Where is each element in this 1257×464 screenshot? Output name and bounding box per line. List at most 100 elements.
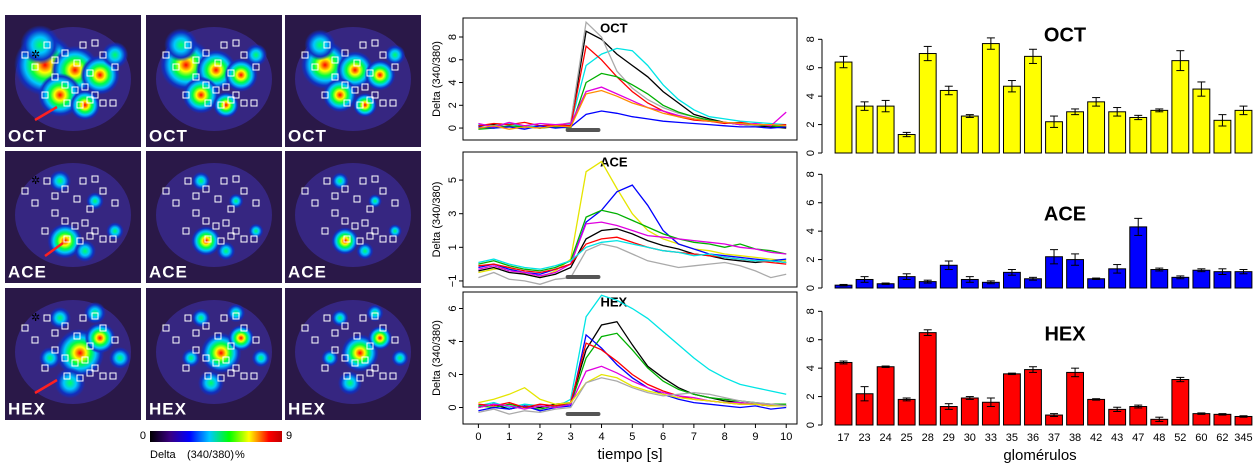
bar [1108,111,1127,154]
activity-spot [182,76,220,114]
x-tick-label: 2 [537,431,543,443]
trace [478,342,787,409]
y-tick-label: 4 [805,365,817,371]
error-bar [860,276,869,283]
glomerulus-marker [232,91,240,99]
error-bar [1007,372,1016,376]
glomerulus-marker [63,372,71,380]
y-tick-label: 6 [447,305,459,311]
image-panel: HEX [285,288,421,420]
glomerulus-marker [366,342,374,350]
bar [876,366,895,426]
panel-glow [156,163,272,267]
glomerulus-marker [331,73,339,81]
glomerulus-marker [353,59,361,67]
panel-label: ACE [288,262,327,281]
glomerulus-marker [222,356,230,364]
panel-label: HEX [288,399,326,418]
glomerulus-marker [343,235,351,243]
glomerulus-marker [81,356,89,364]
bar [1192,269,1211,289]
plot-frame [462,17,798,141]
colorbar-min: 0 [140,430,146,442]
x-tick-label: 4 [598,431,604,443]
glomerulus-marker [99,51,107,59]
glomerulus-marker [192,56,200,64]
glomerulus-marker [331,346,339,354]
image-panel: ACE [146,151,282,283]
activity-spot [191,226,221,256]
arrow [34,378,58,395]
glomerulus-marker [311,63,319,71]
glomerulus-marker [81,219,89,227]
glomerulus-marker [61,354,69,362]
trace [478,320,787,410]
error-bar [839,360,848,365]
panel-label: ACE [149,262,188,281]
trace [478,221,787,277]
glomerulus-marker [73,332,81,340]
trace [478,209,787,272]
activity-spot [322,77,358,113]
error-bar [860,386,869,402]
activity-spot [364,59,396,91]
error-bar [1197,412,1206,415]
glomerulus-marker [51,346,59,354]
activity-spot [388,224,402,238]
plot-frame [462,151,798,288]
x-tick-label: 60 [1195,432,1207,444]
trace [478,228,787,279]
error-bar [1155,108,1164,113]
glomerulus-marker [99,187,107,195]
chart-title: HEX [600,294,627,309]
error-bar [1113,107,1122,117]
activity-spot [101,41,129,69]
error-bar [1113,264,1122,274]
glomerulus-marker [240,235,248,243]
glomerulus-marker [63,99,71,107]
glomerulus-marker [162,51,170,59]
activity-spot [84,322,116,354]
glomerulus-marker [391,199,399,207]
x-tick-label: 33 [985,432,997,444]
glomerulus-marker [371,312,379,320]
error-bar [839,283,848,287]
y-tick-label: 3 [447,211,459,217]
glomerulus-marker [41,364,49,372]
error-bar [1218,413,1227,416]
glomerulus-marker [371,91,379,99]
glomerulus-marker [227,369,235,377]
image-panel: OCT [146,15,282,147]
bar [1213,413,1232,426]
glomerulus-marker [356,374,364,382]
glomerulus-marker [109,235,117,243]
error-bar [1113,406,1122,412]
glomerulus-marker [204,99,212,107]
y-tick-label: 4 [805,93,817,99]
glomerulus-marker [240,99,248,107]
glomerulus-marker [51,209,59,217]
glomerulus-marker [73,195,81,203]
glomerulus-marker [172,63,180,71]
glomerulus-marker [232,312,240,320]
glomerulus-marker [99,324,107,332]
bar [960,115,979,154]
error-bar [881,365,890,368]
x-tick-label: 36 [1027,432,1039,444]
y-tick-label: 2 [447,102,459,108]
glomerulus-marker [21,324,29,332]
plot-frame [462,291,798,425]
y-tick-label: 8 [805,171,817,177]
y-tick-label: 4 [447,338,459,344]
glomerulus-marker [182,91,190,99]
glomerulus-marker [250,235,258,243]
bar [1003,373,1021,426]
image-panel: OCT [285,15,421,147]
error-bar [881,282,890,285]
bar [1150,109,1169,154]
error-bar [965,396,974,400]
glomerulus-marker [41,227,49,235]
glomerulus-marker [162,324,170,332]
panel-label: OCT [8,126,47,145]
glomerulus-marker [192,192,200,200]
